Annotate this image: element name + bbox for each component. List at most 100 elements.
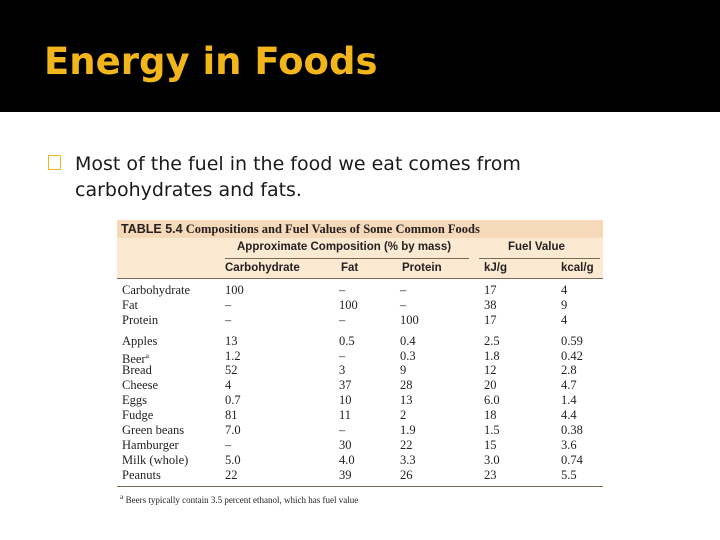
food-name: Bread (122, 363, 152, 378)
table-row: Green beans 7.0 – 1.9 1.5 0.38 (117, 423, 603, 438)
kj-cell: 15 (484, 437, 497, 452)
table-footnote: a Beers typically contain 3.5 percent et… (117, 491, 603, 506)
carbohydrate-cell: 0.7 (225, 393, 241, 408)
food-name: Eggs (122, 393, 147, 408)
food-name: Milk (whole) (122, 452, 189, 467)
kcal-cell: 4 (561, 283, 568, 297)
food-name-cell: Milk (whole) (122, 453, 188, 468)
food-name: Apples (122, 333, 158, 348)
fat-cell: 100 (339, 297, 358, 312)
slide-title: Energy in Foods (44, 40, 378, 83)
table-row: Fudge 81 11 2 18 4.4 (117, 408, 603, 423)
fat-cell: 30 (339, 437, 352, 452)
carbohydrate-cell: 5.0 (225, 452, 241, 467)
kcal-cell: 4.7 (561, 378, 577, 393)
composition-header-rule (225, 258, 469, 259)
composition-group-header: Approximate Composition (% by mass) (237, 241, 452, 253)
carbohydrate-cell: 100 (225, 283, 244, 297)
table-row: Hamburger – 30 22 15 3.6 (117, 438, 603, 453)
protein-cell: – (400, 283, 407, 297)
table-row: Protein – – 100 17 4 (117, 313, 603, 328)
food-name-cell: Fat (122, 298, 138, 313)
table-title: Compositions and Fuel Values of Some Com… (185, 222, 480, 236)
column-header-fat: Fat (341, 262, 359, 274)
protein-cell: 28 (400, 378, 413, 393)
table-header: Approximate Composition (% by mass) Fuel… (117, 238, 603, 279)
carbohydrate-cell: 81 (225, 408, 238, 423)
protein-cell: 0.4 (400, 333, 416, 348)
protein-cell: 2 (400, 408, 407, 423)
food-name-cell: Protein (122, 313, 158, 328)
title-bar: Energy in Foods (0, 0, 720, 112)
kj-cell: 38 (484, 297, 497, 312)
fat-cell: – (339, 283, 346, 297)
kj-cell: 1.5 (484, 423, 500, 438)
food-name: Protein (122, 312, 159, 327)
kcal-cell: 5.5 (561, 467, 577, 482)
protein-cell: 3.3 (400, 452, 416, 467)
kcal-cell: 0.74 (561, 452, 583, 467)
food-name-cell: Cheese (122, 378, 158, 393)
table-row: Cheese 4 37 28 20 4.7 (117, 378, 603, 393)
kcal-cell: 3.6 (561, 437, 577, 452)
table-row: Peanuts 22 39 26 23 5.5 (117, 468, 603, 483)
kcal-cell: 0.59 (561, 333, 583, 348)
table-row: Eggs 0.7 10 13 6.0 1.4 (117, 393, 603, 408)
fat-cell: 0.5 (339, 333, 355, 348)
fat-cell: 11 (339, 408, 352, 423)
fat-cell: – (339, 423, 346, 438)
kj-cell: 1.8 (484, 348, 500, 363)
kcal-cell: 4.4 (561, 408, 577, 423)
footnote-text: Beers typically contain 3.5 percent etha… (125, 494, 359, 505)
table-label: TABLE 5.4 (121, 222, 183, 236)
food-name-cell: Carbohydrate (122, 283, 190, 298)
kj-cell: 2.5 (484, 333, 500, 348)
kcal-cell: 4 (561, 312, 568, 327)
column-header-kcal: kcal/g (561, 262, 594, 274)
protein-cell: 0.3 (400, 348, 416, 363)
fuel-header-rule (479, 258, 600, 259)
food-name-cell: Beera (122, 349, 149, 367)
footnote-ref: a (145, 350, 149, 360)
fuel-group-header: Fuel Value (508, 241, 565, 253)
kj-cell: 20 (484, 378, 497, 393)
kcal-cell: 0.38 (561, 423, 583, 438)
food-name-cell: Fudge (122, 408, 153, 423)
fat-cell: – (339, 348, 346, 363)
protein-cell: 13 (400, 393, 413, 408)
food-name-cell: Eggs (122, 393, 147, 408)
food-name: Cheese (122, 378, 159, 393)
carbohydrate-cell: 7.0 (225, 423, 241, 438)
carbohydrate-cell: 1.2 (225, 348, 241, 363)
table-row: Carbohydrate 100 – – 17 4 (117, 283, 603, 298)
kj-cell: 23 (484, 467, 497, 482)
food-name: Peanuts (122, 467, 161, 482)
fat-cell: 37 (339, 378, 352, 393)
table-body: Carbohydrate 100– –17 4 Fat –100–38 9 Protein – –… (117, 279, 603, 483)
kj-cell: 12 (484, 363, 497, 378)
table-row: Apples 13 0.5 0.4 2.5 0.59 (117, 334, 603, 349)
food-name-cell: Apples (122, 334, 157, 349)
carbohydrate-cell: 4 (225, 378, 232, 393)
fat-cell: 10 (339, 393, 352, 408)
kcal-cell: 0.42 (561, 348, 583, 363)
protein-cell: – (400, 297, 407, 312)
food-name-cell: Bread (122, 363, 152, 378)
bullet-text: Most of the fuel in the food we eat come… (75, 153, 521, 201)
kj-cell: 17 (484, 283, 497, 297)
kj-cell: 18 (484, 408, 497, 423)
food-name: Beer (122, 351, 146, 366)
column-header-carbohydrate: Carbohydrate (225, 262, 300, 274)
food-composition-table: TABLE 5.4 Compositions and Fuel Values o… (117, 220, 603, 507)
kj-cell: 3.0 (484, 452, 500, 467)
kj-cell: 17 (484, 312, 497, 327)
food-name: Fudge (122, 408, 154, 423)
food-name: Green beans (122, 423, 185, 438)
fat-cell: 3 (339, 363, 346, 378)
kj-cell: 6.0 (484, 393, 500, 408)
table-row: Fat – 100 – 38 9 (117, 298, 603, 313)
table-caption: TABLE 5.4 Compositions and Fuel Values o… (117, 220, 603, 238)
food-name-cell: Hamburger (122, 438, 179, 453)
carbohydrate-cell: – (225, 312, 232, 327)
carbohydrate-cell: 22 (225, 467, 238, 482)
